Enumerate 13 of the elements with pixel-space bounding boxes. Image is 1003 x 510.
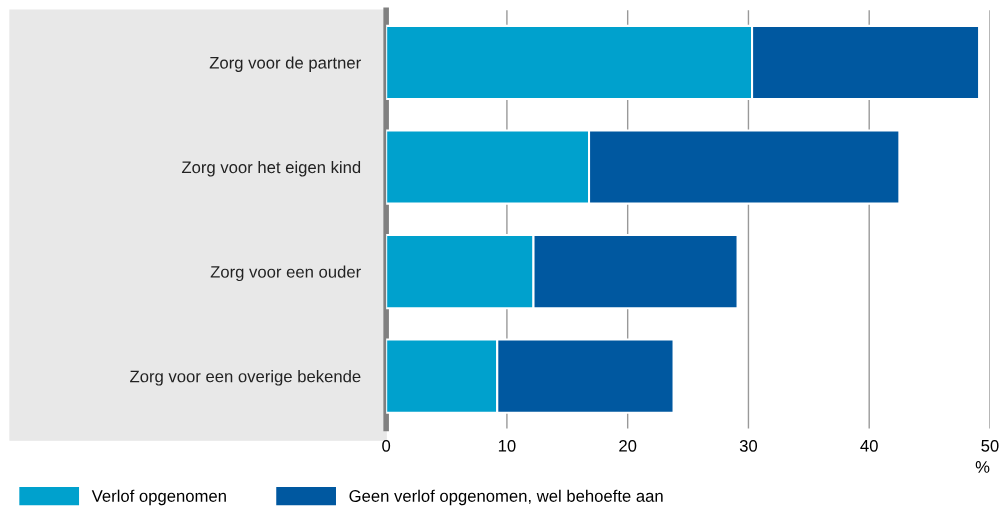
y-tick-label: Zorg voor een ouder (210, 265, 361, 282)
x-tick-label: 40 (860, 439, 878, 452)
x-tick-label: 50 (981, 439, 999, 452)
legend-label: Geen verlof opgenomen, wel behoefte aan (349, 489, 663, 506)
x-tick-label: 20 (619, 439, 637, 452)
y-tick-label: Zorg voor een overige bekende (130, 370, 361, 386)
x-axis-title: % (975, 461, 990, 473)
x-tick-label: 10 (498, 439, 516, 452)
x-tick-label: 30 (739, 439, 758, 452)
legend-label: Verlof opgenomen (91, 489, 226, 506)
y-tick-label: Zorg voor de partner (209, 56, 361, 72)
x-tick-label: 0 (382, 439, 391, 452)
y-tick-label: Zorg voor het eigen kind (181, 160, 361, 177)
